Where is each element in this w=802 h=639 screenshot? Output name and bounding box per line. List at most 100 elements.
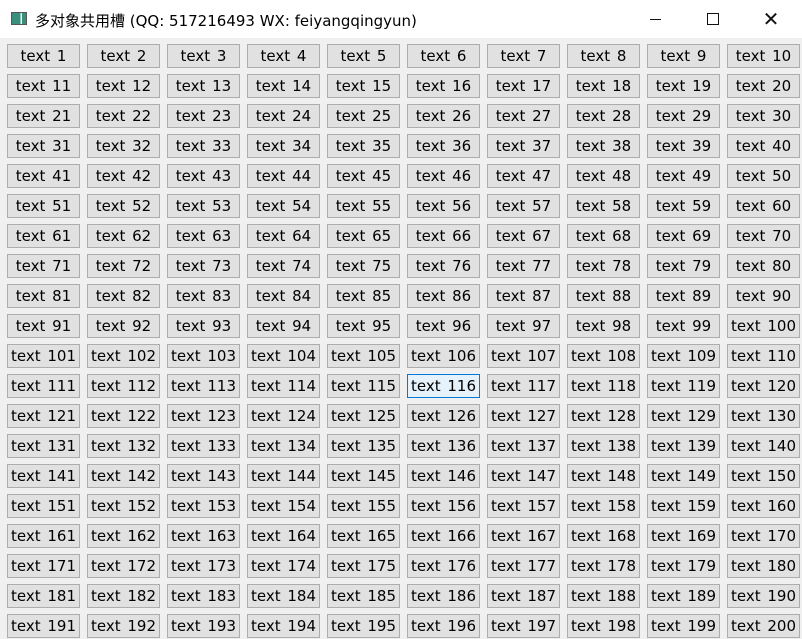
text-button-198[interactable]: text 198 xyxy=(567,614,640,638)
text-button-199[interactable]: text 199 xyxy=(647,614,720,638)
text-button-89[interactable]: text 89 xyxy=(647,284,720,308)
text-button-42[interactable]: text 42 xyxy=(87,164,160,188)
text-button-189[interactable]: text 189 xyxy=(647,584,720,608)
text-button-187[interactable]: text 187 xyxy=(487,584,560,608)
text-button-9[interactable]: text 9 xyxy=(647,44,720,68)
text-button-77[interactable]: text 77 xyxy=(487,254,560,278)
text-button-137[interactable]: text 137 xyxy=(487,434,560,458)
text-button-192[interactable]: text 192 xyxy=(87,614,160,638)
text-button-16[interactable]: text 16 xyxy=(407,74,480,98)
text-button-70[interactable]: text 70 xyxy=(727,224,800,248)
text-button-161[interactable]: text 161 xyxy=(7,524,80,548)
text-button-18[interactable]: text 18 xyxy=(567,74,640,98)
minimize-button[interactable] xyxy=(626,0,684,38)
text-button-101[interactable]: text 101 xyxy=(7,344,80,368)
text-button-150[interactable]: text 150 xyxy=(727,464,800,488)
text-button-181[interactable]: text 181 xyxy=(7,584,80,608)
text-button-182[interactable]: text 182 xyxy=(87,584,160,608)
text-button-107[interactable]: text 107 xyxy=(487,344,560,368)
text-button-19[interactable]: text 19 xyxy=(647,74,720,98)
text-button-23[interactable]: text 23 xyxy=(167,104,240,128)
text-button-74[interactable]: text 74 xyxy=(247,254,320,278)
text-button-146[interactable]: text 146 xyxy=(407,464,480,488)
text-button-84[interactable]: text 84 xyxy=(247,284,320,308)
text-button-65[interactable]: text 65 xyxy=(327,224,400,248)
text-button-114[interactable]: text 114 xyxy=(247,374,320,398)
text-button-156[interactable]: text 156 xyxy=(407,494,480,518)
close-button[interactable]: ✕ xyxy=(742,0,800,38)
text-button-56[interactable]: text 56 xyxy=(407,194,480,218)
text-button-88[interactable]: text 88 xyxy=(567,284,640,308)
text-button-177[interactable]: text 177 xyxy=(487,554,560,578)
text-button-122[interactable]: text 122 xyxy=(87,404,160,428)
text-button-63[interactable]: text 63 xyxy=(167,224,240,248)
text-button-52[interactable]: text 52 xyxy=(87,194,160,218)
text-button-4[interactable]: text 4 xyxy=(247,44,320,68)
text-button-92[interactable]: text 92 xyxy=(87,314,160,338)
text-button-171[interactable]: text 171 xyxy=(7,554,80,578)
text-button-140[interactable]: text 140 xyxy=(727,434,800,458)
text-button-141[interactable]: text 141 xyxy=(7,464,80,488)
text-button-158[interactable]: text 158 xyxy=(567,494,640,518)
text-button-32[interactable]: text 32 xyxy=(87,134,160,158)
text-button-68[interactable]: text 68 xyxy=(567,224,640,248)
text-button-148[interactable]: text 148 xyxy=(567,464,640,488)
text-button-124[interactable]: text 124 xyxy=(247,404,320,428)
text-button-97[interactable]: text 97 xyxy=(487,314,560,338)
maximize-button[interactable] xyxy=(684,0,742,38)
text-button-185[interactable]: text 185 xyxy=(327,584,400,608)
text-button-166[interactable]: text 166 xyxy=(407,524,480,548)
text-button-172[interactable]: text 172 xyxy=(87,554,160,578)
text-button-168[interactable]: text 168 xyxy=(567,524,640,548)
text-button-30[interactable]: text 30 xyxy=(727,104,800,128)
text-button-58[interactable]: text 58 xyxy=(567,194,640,218)
text-button-87[interactable]: text 87 xyxy=(487,284,560,308)
text-button-14[interactable]: text 14 xyxy=(247,74,320,98)
text-button-132[interactable]: text 132 xyxy=(87,434,160,458)
text-button-37[interactable]: text 37 xyxy=(487,134,560,158)
text-button-49[interactable]: text 49 xyxy=(647,164,720,188)
text-button-51[interactable]: text 51 xyxy=(7,194,80,218)
text-button-66[interactable]: text 66 xyxy=(407,224,480,248)
text-button-94[interactable]: text 94 xyxy=(247,314,320,338)
text-button-86[interactable]: text 86 xyxy=(407,284,480,308)
text-button-93[interactable]: text 93 xyxy=(167,314,240,338)
text-button-191[interactable]: text 191 xyxy=(7,614,80,638)
text-button-34[interactable]: text 34 xyxy=(247,134,320,158)
text-button-33[interactable]: text 33 xyxy=(167,134,240,158)
text-button-73[interactable]: text 73 xyxy=(167,254,240,278)
text-button-131[interactable]: text 131 xyxy=(7,434,80,458)
text-button-159[interactable]: text 159 xyxy=(647,494,720,518)
text-button-31[interactable]: text 31 xyxy=(7,134,80,158)
text-button-193[interactable]: text 193 xyxy=(167,614,240,638)
text-button-40[interactable]: text 40 xyxy=(727,134,800,158)
text-button-62[interactable]: text 62 xyxy=(87,224,160,248)
text-button-39[interactable]: text 39 xyxy=(647,134,720,158)
text-button-47[interactable]: text 47 xyxy=(487,164,560,188)
text-button-80[interactable]: text 80 xyxy=(727,254,800,278)
text-button-99[interactable]: text 99 xyxy=(647,314,720,338)
text-button-36[interactable]: text 36 xyxy=(407,134,480,158)
text-button-126[interactable]: text 126 xyxy=(407,404,480,428)
text-button-123[interactable]: text 123 xyxy=(167,404,240,428)
text-button-60[interactable]: text 60 xyxy=(727,194,800,218)
text-button-26[interactable]: text 26 xyxy=(407,104,480,128)
text-button-50[interactable]: text 50 xyxy=(727,164,800,188)
text-button-103[interactable]: text 103 xyxy=(167,344,240,368)
text-button-143[interactable]: text 143 xyxy=(167,464,240,488)
text-button-8[interactable]: text 8 xyxy=(567,44,640,68)
text-button-183[interactable]: text 183 xyxy=(167,584,240,608)
text-button-105[interactable]: text 105 xyxy=(327,344,400,368)
text-button-102[interactable]: text 102 xyxy=(87,344,160,368)
text-button-174[interactable]: text 174 xyxy=(247,554,320,578)
text-button-112[interactable]: text 112 xyxy=(87,374,160,398)
text-button-165[interactable]: text 165 xyxy=(327,524,400,548)
text-button-106[interactable]: text 106 xyxy=(407,344,480,368)
text-button-57[interactable]: text 57 xyxy=(487,194,560,218)
text-button-175[interactable]: text 175 xyxy=(327,554,400,578)
text-button-12[interactable]: text 12 xyxy=(87,74,160,98)
text-button-152[interactable]: text 152 xyxy=(87,494,160,518)
text-button-76[interactable]: text 76 xyxy=(407,254,480,278)
text-button-53[interactable]: text 53 xyxy=(167,194,240,218)
text-button-15[interactable]: text 15 xyxy=(327,74,400,98)
